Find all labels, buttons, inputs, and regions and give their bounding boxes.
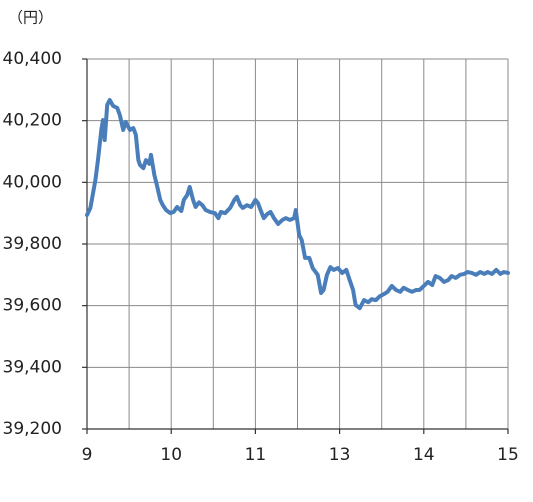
y-axis-label: （円） — [8, 9, 53, 27]
y-tick-label: 40,200 — [3, 111, 62, 131]
y-tick-label: 40,400 — [3, 49, 62, 69]
x-tick-label: 13 — [329, 445, 351, 465]
x-tick-label: 14 — [413, 445, 435, 465]
y-tick-label: 39,200 — [3, 419, 62, 439]
x-tick-label: 10 — [160, 445, 182, 465]
y-tick-label: 39,400 — [3, 357, 62, 377]
x-tick-label: 15 — [497, 445, 519, 465]
y-tick-label: 39,600 — [3, 296, 62, 316]
y-tick-label: 39,800 — [3, 234, 62, 254]
price-line — [85, 98, 510, 311]
y-tick-label: 40,000 — [3, 172, 62, 192]
x-tick-label: 11 — [245, 445, 267, 465]
x-tick-label: 9 — [82, 445, 93, 465]
